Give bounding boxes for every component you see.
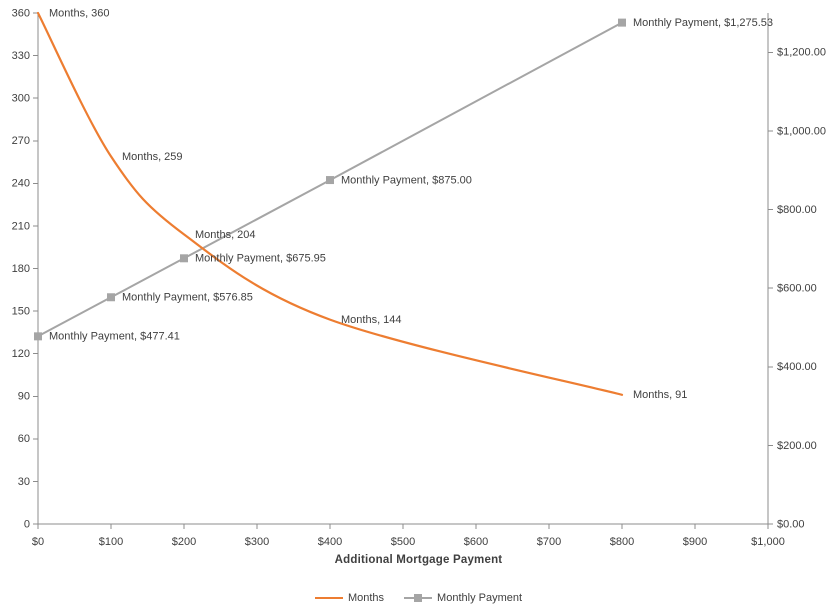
- left-axis-tick-label: 270: [12, 135, 30, 147]
- x-axis-tick-label: $100: [99, 536, 123, 548]
- legend-label-monthly-payment: Monthly Payment: [437, 592, 523, 604]
- x-axis-title: Additional Mortgage Payment: [334, 554, 503, 566]
- monthly-payment-data-label: Monthly Payment, $576.85: [122, 292, 253, 304]
- monthly-payment-data-label: Monthly Payment, $1,275.53: [633, 17, 773, 29]
- months-data-label: Months, 259: [122, 151, 183, 163]
- x-axis-tick-label: $900: [683, 536, 707, 548]
- right-axis-tick-label: $200.00: [777, 440, 817, 452]
- left-axis-tick-label: 240: [12, 178, 30, 190]
- x-axis-tick-label: $0: [32, 536, 44, 548]
- x-axis-tick-label: $500: [391, 536, 415, 548]
- right-axis-tick-label: $400.00: [777, 361, 817, 373]
- legend-item-months[interactable]: Months: [314, 592, 385, 604]
- months-data-label: Months, 360: [49, 7, 110, 19]
- x-axis-tick-label: $400: [318, 536, 342, 548]
- months-series-line[interactable]: [36, 11, 624, 396]
- monthly-payment-data-label: Monthly Payment, $477.41: [49, 331, 180, 343]
- left-axis-tick-label: 360: [12, 7, 30, 19]
- left-axis-tick-label: 60: [18, 433, 30, 445]
- monthly-payment-data-label: Monthly Payment, $875.00: [341, 174, 472, 186]
- monthly-payment-marker[interactable]: [34, 332, 42, 341]
- right-axis-tick-label: $1,200.00: [777, 47, 826, 59]
- left-axis-tick-label: 150: [12, 305, 30, 317]
- left-axis-tick-label: 180: [12, 263, 30, 275]
- x-axis-tick-label: $700: [537, 536, 561, 548]
- x-axis-tick-label: $600: [464, 536, 488, 548]
- right-axis-tick-label: $800.00: [777, 204, 817, 216]
- months-data-label: Months, 204: [195, 229, 256, 241]
- legend-item-monthly-payment[interactable]: Monthly Payment: [404, 592, 522, 604]
- legend-label-months: Months: [347, 592, 385, 604]
- monthly-payment-line-swatch: [404, 594, 433, 602]
- monthly-payment-marker[interactable]: [326, 176, 334, 185]
- legend: Months Monthly Payment: [0, 588, 837, 608]
- x-axis-tick-label: $300: [245, 536, 269, 548]
- left-axis-tick-label: 300: [12, 93, 30, 105]
- monthly-payment-marker[interactable]: [107, 293, 115, 302]
- right-axis-tick-label: $600.00: [777, 283, 817, 295]
- right-axis-tick-label: $0.00: [777, 518, 805, 530]
- x-axis-tick-label: $200: [172, 536, 196, 548]
- left-axis-tick-label: 120: [12, 348, 30, 360]
- monthly-payment-marker-swatch: [414, 594, 423, 602]
- left-axis-tick-label: 0: [24, 518, 30, 530]
- left-axis-tick-label: 210: [12, 220, 30, 232]
- monthly-payment-data-label: Monthly Payment, $675.95: [195, 253, 326, 265]
- left-axis-tick-label: 90: [18, 391, 30, 403]
- monthly-payment-marker[interactable]: [618, 18, 626, 27]
- monthly-payment-marker[interactable]: [180, 254, 188, 263]
- x-axis-tick-label: $800: [610, 536, 634, 548]
- left-axis-tick-label: 330: [12, 50, 30, 62]
- x-axis-tick-label: $1,000: [751, 536, 785, 548]
- left-axis-tick-label: 30: [18, 476, 30, 488]
- months-data-label: Months, 91: [633, 389, 687, 401]
- right-axis-tick-label: $1,000.00: [777, 125, 826, 137]
- months-line-swatch: [314, 597, 343, 599]
- months-data-label: Months, 144: [341, 314, 402, 326]
